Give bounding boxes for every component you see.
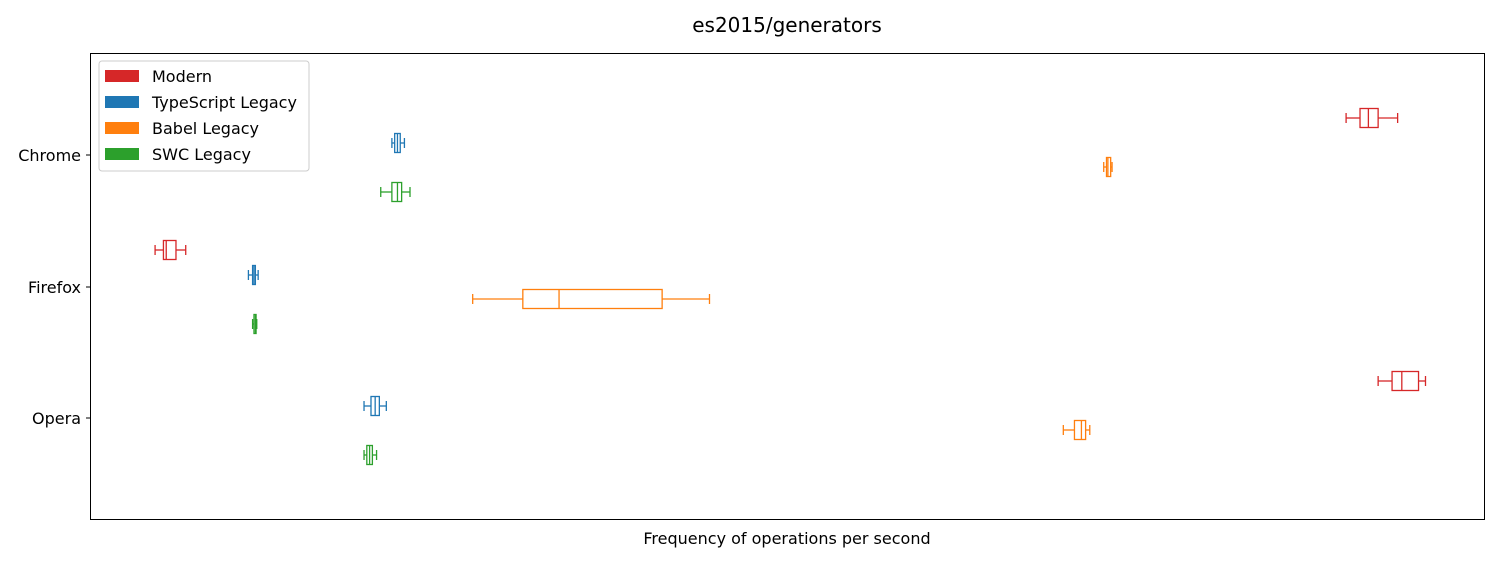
- legend-swatch: [105, 148, 139, 160]
- box-iqr: [1105, 156, 1112, 178]
- box-typescript-legacy-firefox: [247, 264, 259, 286]
- legend-item: TypeScript Legacy: [105, 93, 297, 112]
- box-modern-firefox: [154, 239, 187, 261]
- box-typescript-legacy-opera: [363, 395, 387, 417]
- box-babel-legacy-firefox: [472, 288, 711, 310]
- y-axis: Chrome Firefox Opera: [18, 146, 91, 428]
- x-axis-label: Frequency of operations per second: [643, 529, 930, 548]
- y-tick-label: Opera: [32, 409, 81, 428]
- box-iqr: [522, 288, 663, 310]
- box-modern-opera: [1377, 370, 1427, 392]
- box-swc-legacy-opera: [363, 444, 378, 466]
- legend-swatch: [105, 70, 139, 82]
- legend-swatch: [105, 96, 139, 108]
- box-modern-chrome: [1345, 107, 1399, 129]
- legend-label: Modern: [152, 67, 212, 86]
- legend: Modern TypeScript Legacy Babel Legacy SWC L…: [98, 60, 310, 172]
- box-swc-legacy-firefox: [251, 313, 258, 335]
- legend-label: TypeScript Legacy: [151, 93, 297, 112]
- box-babel-legacy-chrome: [1103, 156, 1113, 178]
- y-tick-label: Chrome: [18, 146, 81, 165]
- box-babel-legacy-opera: [1062, 419, 1091, 441]
- box-iqr: [162, 239, 177, 261]
- box-iqr: [1359, 107, 1379, 129]
- legend-label: SWC Legacy: [152, 145, 251, 164]
- legend-item: Modern: [105, 67, 212, 86]
- box-series: [154, 107, 1427, 466]
- legend-label: Babel Legacy: [152, 119, 259, 138]
- box-swc-legacy-chrome: [380, 181, 411, 203]
- box-iqr: [391, 181, 403, 203]
- legend-item: SWC Legacy: [105, 145, 251, 164]
- box-iqr: [1073, 419, 1087, 441]
- legend-swatch: [105, 122, 139, 134]
- box-typescript-legacy-chrome: [391, 132, 406, 154]
- legend-item: Babel Legacy: [105, 119, 259, 138]
- y-tick-label: Firefox: [28, 278, 81, 297]
- legend-frame: [98, 60, 310, 172]
- box-iqr: [1391, 370, 1420, 392]
- chart-title: es2015/generators: [692, 13, 882, 37]
